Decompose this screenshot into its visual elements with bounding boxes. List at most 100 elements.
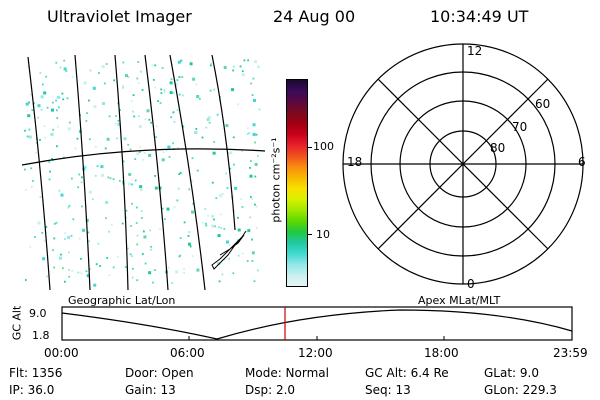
uv-speckle [182, 125, 185, 128]
uv-speckle [221, 193, 224, 195]
colorbar [286, 79, 308, 287]
uv-speckle [181, 76, 184, 78]
info-flt: Flt: 1356 [9, 366, 63, 380]
uv-speckle [169, 81, 173, 85]
uv-speckle [208, 121, 211, 124]
uv-speckle [231, 88, 234, 92]
colorbar-tick-100: 100 [313, 140, 334, 153]
uv-speckle [59, 256, 62, 260]
uv-speckle [113, 79, 116, 82]
uv-speckle [197, 169, 199, 172]
uv-speckle [58, 189, 61, 192]
uv-speckle [139, 185, 143, 189]
uv-speckle [237, 228, 241, 232]
uv-speckle [237, 103, 240, 106]
uv-speckle [177, 60, 181, 64]
uv-speckle [212, 151, 216, 155]
uv-speckle [80, 257, 82, 260]
uv-speckle [176, 199, 179, 202]
uv-speckle [241, 252, 244, 255]
uv-speckle [234, 186, 238, 190]
uv-speckle [89, 69, 92, 72]
uv-speckle [62, 98, 65, 101]
uv-speckle [119, 109, 121, 111]
mlt-label-18: 18 [347, 155, 363, 169]
uv-speckle [160, 88, 163, 91]
uv-speckle [29, 93, 32, 96]
uv-speckle [201, 136, 204, 139]
uv-speckle [63, 67, 67, 71]
uv-speckle [249, 216, 252, 219]
uv-speckle [168, 156, 171, 158]
uv-speckle [148, 271, 152, 275]
uv-speckle [68, 205, 71, 207]
timeline-y-max: 9.0 [29, 307, 47, 320]
uv-speckle [93, 283, 97, 287]
uv-speckle [131, 202, 133, 205]
uv-speckle [71, 75, 74, 78]
uv-speckle [141, 253, 144, 255]
uv-speckle [99, 265, 101, 267]
uv-speckle [117, 119, 120, 122]
uv-speckle [67, 251, 70, 254]
uv-speckle [220, 213, 222, 216]
uv-speckle [67, 206, 70, 208]
uv-speckle [140, 210, 143, 213]
uv-speckle [248, 132, 251, 134]
uv-speckle [43, 239, 46, 242]
uv-speckle [67, 127, 71, 131]
uv-speckle [233, 210, 236, 212]
uv-speckle [134, 179, 137, 182]
uv-speckle [77, 271, 80, 274]
uv-speckle [258, 108, 261, 111]
uv-speckle [154, 269, 156, 271]
uv-speckle [152, 281, 154, 284]
uv-speckle [28, 101, 30, 104]
uv-speckle [214, 225, 216, 228]
mlt-label-6: 6 [578, 155, 586, 169]
uv-speckle [124, 266, 127, 268]
uv-speckle [122, 84, 125, 87]
uv-speckle [223, 259, 226, 261]
uv-speckle [171, 282, 173, 284]
uv-speckle [154, 64, 157, 67]
uv-speckle [191, 255, 194, 257]
uv-speckle [196, 268, 200, 272]
uv-speckle [254, 162, 258, 166]
uv-speckle [247, 127, 249, 130]
uv-speckle [92, 86, 96, 90]
uv-speckle [80, 181, 83, 184]
uv-speckle [249, 167, 251, 169]
uv-speckle [218, 280, 221, 283]
uv-speckle [39, 196, 42, 198]
uv-speckle [46, 275, 49, 278]
uv-speckle [92, 198, 94, 201]
timeline-right-caption: Apex MLat/MLT [418, 294, 501, 307]
uv-speckle [159, 102, 162, 104]
uv-speckle [210, 64, 212, 67]
colorbar-gradient [287, 80, 307, 286]
uv-speckle [136, 152, 140, 156]
uv-speckle [26, 135, 29, 138]
uv-speckle [134, 158, 137, 160]
uv-speckle [241, 73, 245, 77]
uv-speckle [43, 125, 46, 128]
mlt-label-0: 0 [467, 277, 475, 291]
uv-speckle [142, 158, 144, 161]
uv-speckle [241, 149, 244, 152]
uv-speckle [66, 97, 69, 100]
uv-speckle [24, 168, 26, 171]
uv-speckle [174, 83, 178, 87]
uv-speckle [102, 102, 105, 105]
uv-speckle [94, 175, 97, 177]
uv-speckle [37, 221, 41, 225]
uv-speckle [60, 193, 64, 197]
uv-speckle [139, 146, 142, 149]
uv-speckle [160, 92, 163, 95]
uv-speckle [27, 65, 30, 68]
uv-speckle [53, 222, 56, 225]
uv-speckle [144, 118, 147, 120]
uv-speckle [228, 257, 230, 260]
uv-speckle [25, 188, 27, 191]
uv-speckle [130, 225, 132, 227]
